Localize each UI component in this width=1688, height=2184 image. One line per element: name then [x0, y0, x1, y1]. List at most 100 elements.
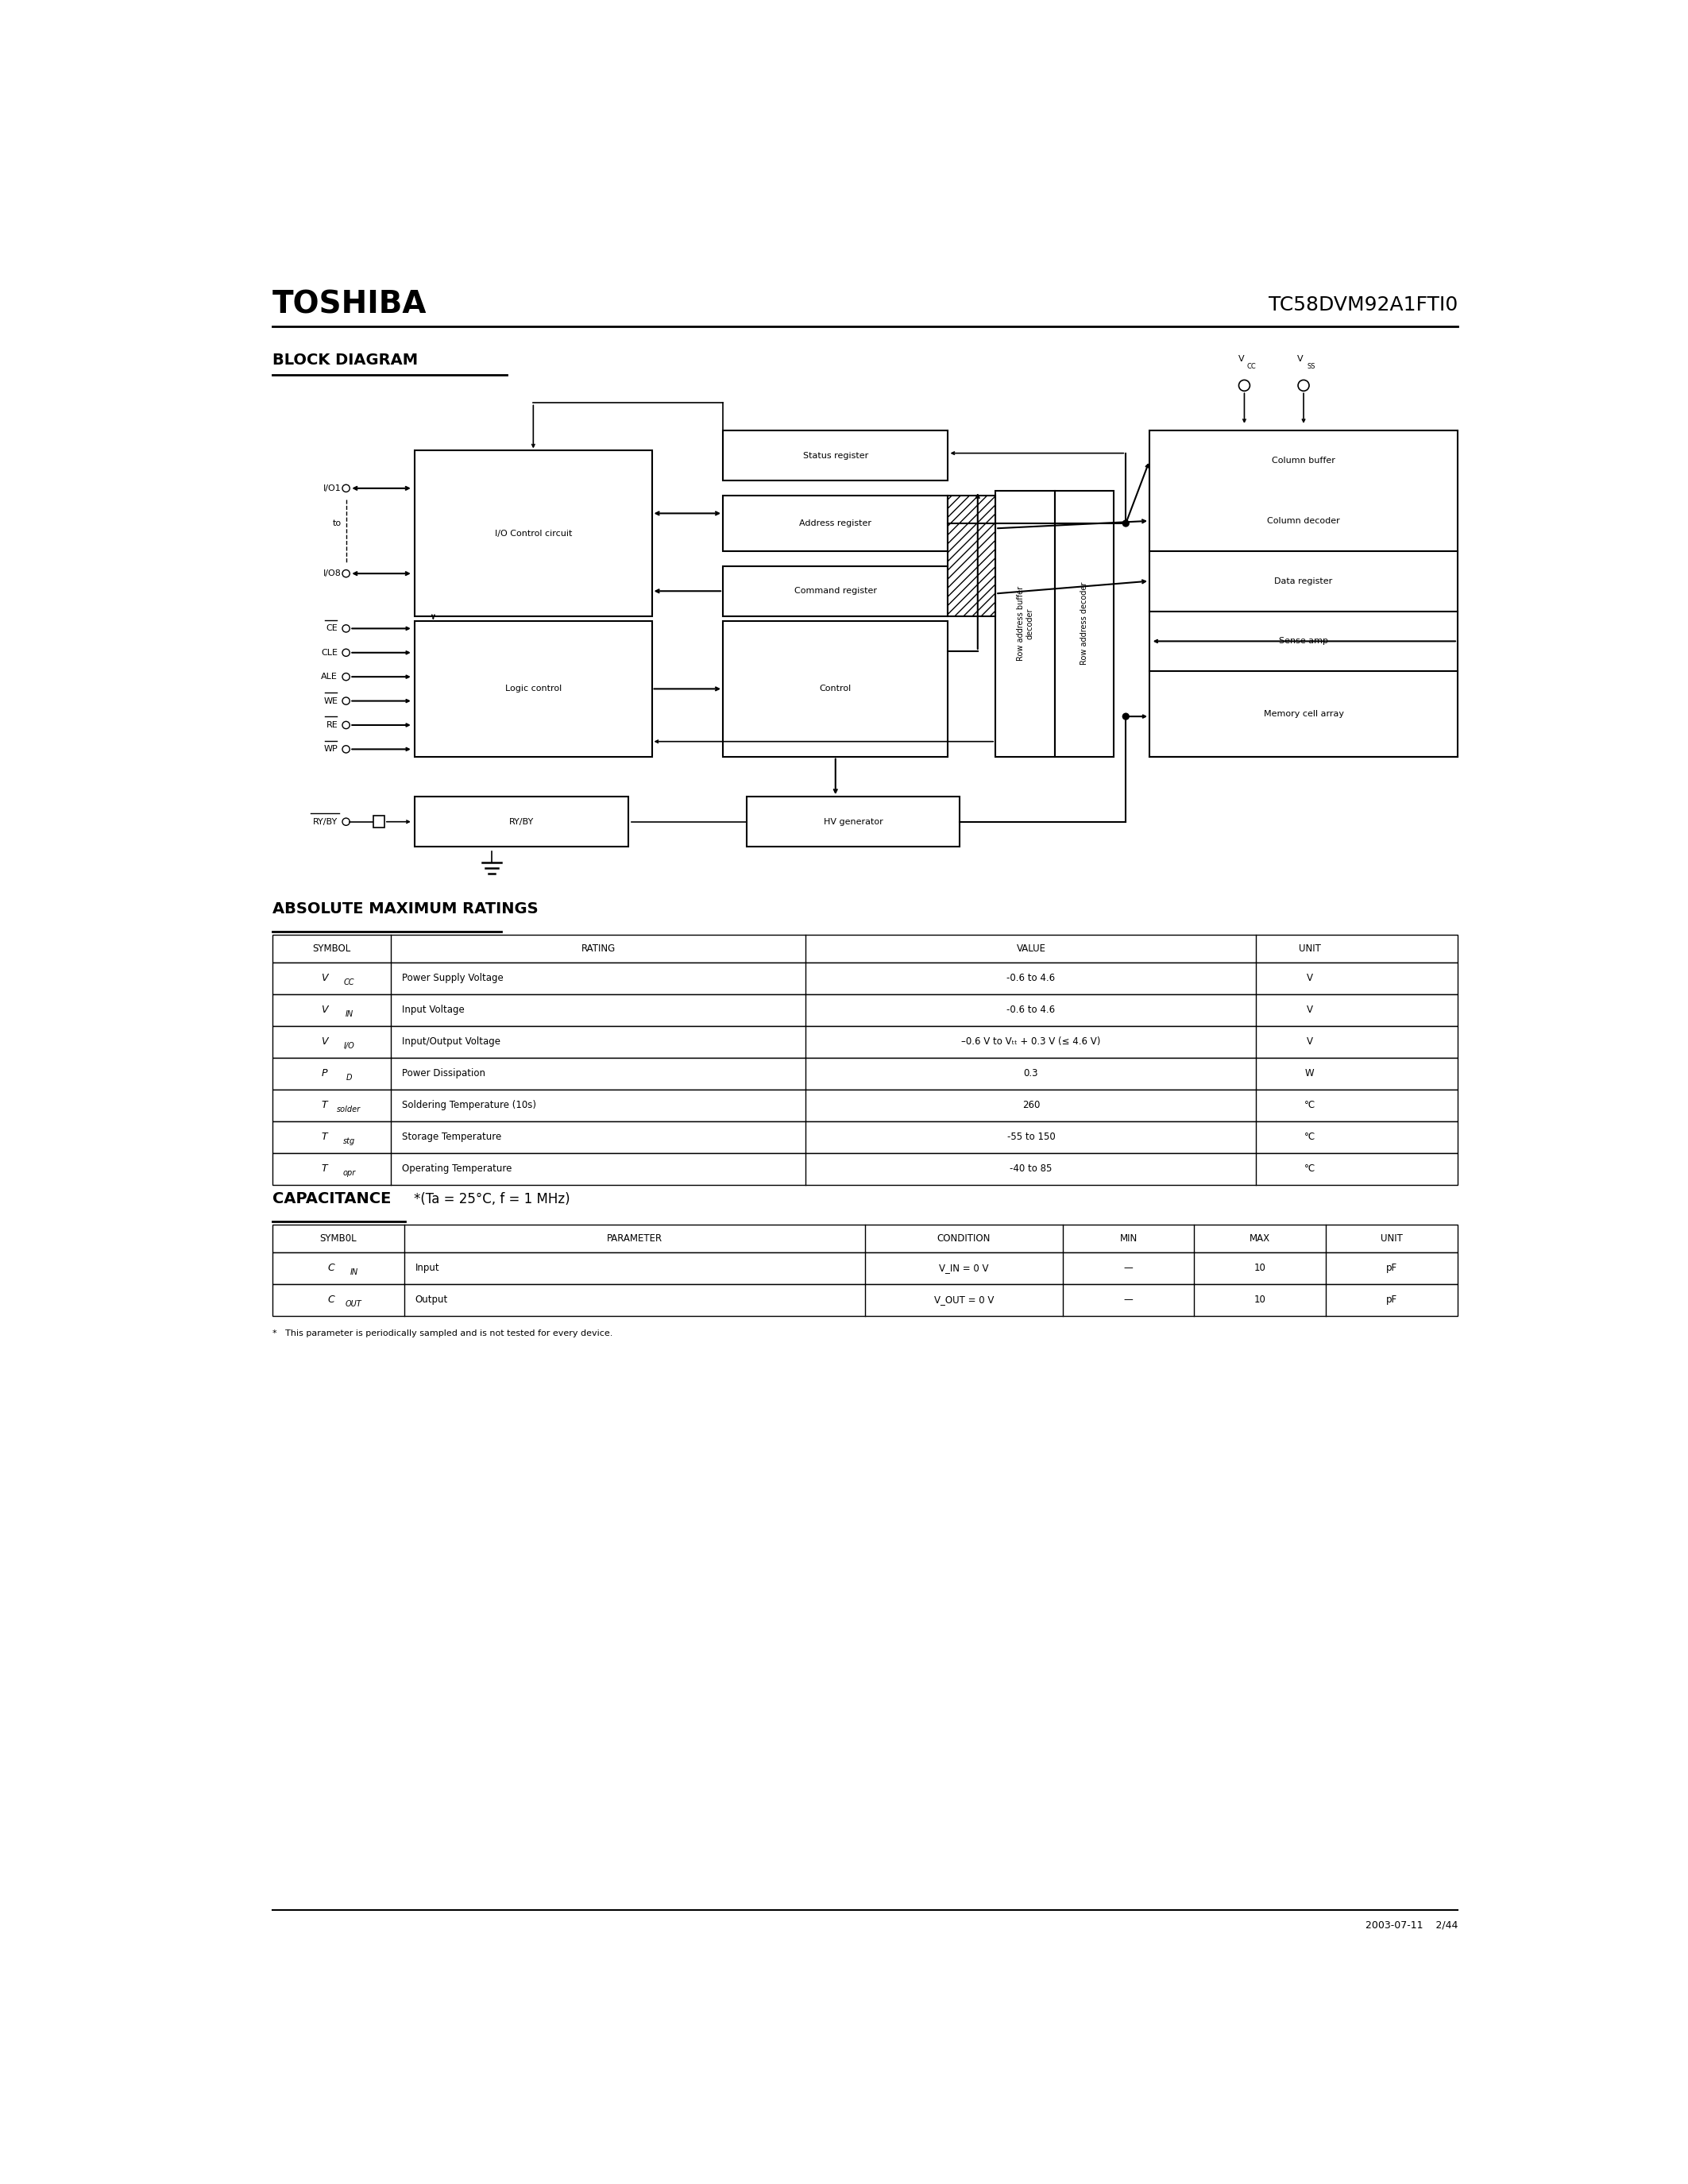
Text: Input Voltage: Input Voltage [402, 1005, 464, 1016]
Text: V: V [1307, 1005, 1313, 1016]
Text: I/O: I/O [344, 1042, 354, 1051]
FancyBboxPatch shape [272, 1225, 1458, 1251]
Text: CC: CC [344, 978, 354, 987]
Text: PARAMETER: PARAMETER [606, 1234, 662, 1243]
FancyBboxPatch shape [272, 935, 1458, 963]
Text: V: V [321, 1005, 327, 1016]
Text: T: T [321, 1131, 327, 1142]
FancyBboxPatch shape [722, 496, 949, 550]
FancyBboxPatch shape [415, 620, 652, 756]
Text: Storage Temperature: Storage Temperature [402, 1131, 501, 1142]
FancyBboxPatch shape [415, 797, 628, 847]
Text: I/O8: I/O8 [322, 570, 341, 577]
Text: RY/BY: RY/BY [510, 817, 533, 826]
Text: I/O1: I/O1 [322, 485, 341, 491]
Text: Memory cell array: Memory cell array [1263, 710, 1344, 719]
Text: °C: °C [1303, 1101, 1315, 1109]
Text: Input: Input [415, 1262, 439, 1273]
Text: -0.6 to 4.6: -0.6 to 4.6 [1006, 974, 1055, 983]
FancyBboxPatch shape [996, 491, 1055, 756]
Text: -55 to 150: -55 to 150 [1006, 1131, 1055, 1142]
FancyBboxPatch shape [1150, 430, 1458, 756]
Text: P: P [321, 1068, 327, 1079]
FancyBboxPatch shape [272, 1153, 1458, 1186]
Text: SYMB0L: SYMB0L [321, 1234, 356, 1243]
Text: UNIT: UNIT [1298, 943, 1320, 954]
Text: Row address buffer
decoder: Row address buffer decoder [1016, 585, 1033, 662]
Text: 10: 10 [1254, 1262, 1266, 1273]
Text: TOSHIBA: TOSHIBA [272, 290, 427, 321]
Text: Power Dissipation: Power Dissipation [402, 1068, 486, 1079]
FancyBboxPatch shape [272, 1057, 1458, 1090]
FancyBboxPatch shape [1055, 491, 1114, 756]
Text: RE: RE [326, 721, 338, 729]
Text: Power Supply Voltage: Power Supply Voltage [402, 974, 503, 983]
Text: CAPACITANCE: CAPACITANCE [272, 1190, 392, 1206]
Text: T: T [321, 1164, 327, 1175]
Text: V: V [1307, 1037, 1313, 1046]
Text: opr: opr [343, 1168, 356, 1177]
FancyBboxPatch shape [722, 620, 949, 756]
Text: 2003-07-11    2/44: 2003-07-11 2/44 [1366, 1920, 1458, 1931]
Text: T: T [321, 1101, 327, 1109]
Text: *   This parameter is periodically sampled and is not tested for every device.: * This parameter is periodically sampled… [272, 1330, 613, 1337]
FancyBboxPatch shape [272, 1090, 1458, 1120]
Text: D: D [346, 1075, 353, 1081]
Text: V: V [1298, 356, 1303, 363]
Text: V_OUT = 0 V: V_OUT = 0 V [933, 1295, 994, 1306]
FancyBboxPatch shape [272, 1026, 1458, 1057]
Text: stg: stg [343, 1138, 354, 1144]
Text: Command register: Command register [793, 587, 876, 594]
Text: WE: WE [324, 697, 338, 705]
FancyBboxPatch shape [272, 963, 1458, 994]
Text: –0.6 V to Vₜₜ + 0.3 V (≤ 4.6 V): –0.6 V to Vₜₜ + 0.3 V (≤ 4.6 V) [962, 1037, 1101, 1046]
Text: BLOCK DIAGRAM: BLOCK DIAGRAM [272, 352, 419, 367]
Text: UNIT: UNIT [1381, 1234, 1403, 1243]
Text: V: V [1307, 974, 1313, 983]
FancyBboxPatch shape [272, 994, 1458, 1026]
Text: ABSOLUTE MAXIMUM RATINGS: ABSOLUTE MAXIMUM RATINGS [272, 902, 538, 917]
FancyBboxPatch shape [415, 450, 652, 616]
Text: Data register: Data register [1274, 577, 1332, 585]
Text: Status register: Status register [803, 452, 868, 459]
Text: MAX: MAX [1249, 1234, 1271, 1243]
Text: CC: CC [1247, 363, 1256, 371]
Circle shape [1123, 712, 1129, 721]
Text: 10: 10 [1254, 1295, 1266, 1306]
Text: RY/BY: RY/BY [312, 817, 338, 826]
Text: W: W [1305, 1068, 1315, 1079]
Text: Column decoder: Column decoder [1268, 518, 1340, 524]
Text: RATING: RATING [581, 943, 616, 954]
FancyBboxPatch shape [373, 815, 385, 828]
Text: -0.6 to 4.6: -0.6 to 4.6 [1006, 1005, 1055, 1016]
Text: Column buffer: Column buffer [1271, 456, 1335, 465]
Text: to: to [333, 520, 341, 526]
Text: pF: pF [1386, 1295, 1398, 1306]
FancyBboxPatch shape [722, 430, 949, 480]
Text: CE: CE [326, 625, 338, 633]
Text: SS: SS [1307, 363, 1315, 371]
Text: I/O Control circuit: I/O Control circuit [495, 529, 572, 537]
FancyBboxPatch shape [746, 797, 960, 847]
Text: V: V [321, 1037, 327, 1046]
Text: SYMBOL: SYMBOL [312, 943, 351, 954]
Circle shape [1123, 520, 1129, 526]
Text: Logic control: Logic control [505, 686, 562, 692]
Text: Sense amp: Sense amp [1280, 638, 1328, 644]
Text: °C: °C [1303, 1164, 1315, 1175]
FancyBboxPatch shape [272, 1120, 1458, 1153]
FancyBboxPatch shape [272, 1284, 1458, 1315]
Text: VALUE: VALUE [1016, 943, 1045, 954]
Text: Control: Control [819, 686, 851, 692]
Text: Soldering Temperature (10s): Soldering Temperature (10s) [402, 1101, 537, 1109]
Text: Operating Temperature: Operating Temperature [402, 1164, 511, 1175]
FancyBboxPatch shape [949, 496, 996, 616]
Text: V: V [1239, 356, 1244, 363]
Text: —: — [1124, 1295, 1133, 1306]
Text: C: C [327, 1262, 334, 1273]
Text: CONDITION: CONDITION [937, 1234, 991, 1243]
Text: OUT: OUT [346, 1299, 361, 1308]
Text: —: — [1124, 1262, 1133, 1273]
FancyBboxPatch shape [272, 1251, 1458, 1284]
Text: ALE: ALE [321, 673, 338, 681]
